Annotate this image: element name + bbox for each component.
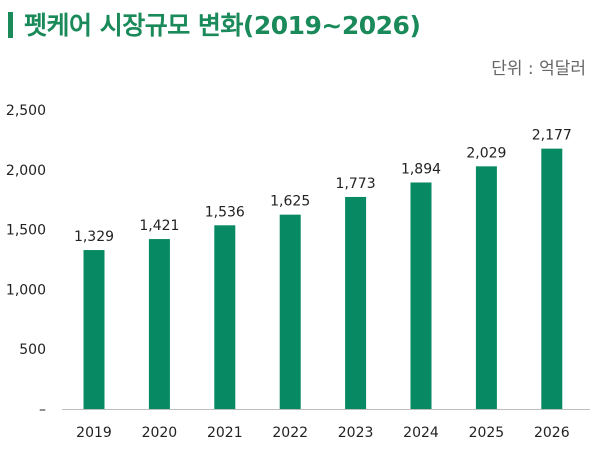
bar bbox=[214, 225, 236, 409]
bar bbox=[345, 196, 367, 409]
x-tick-label: 2025 bbox=[469, 425, 505, 441]
data-label: 1,536 bbox=[205, 204, 245, 220]
x-tick-label: 2023 bbox=[338, 425, 374, 441]
data-label: 2,029 bbox=[466, 145, 506, 161]
x-tick-label: 2026 bbox=[534, 425, 570, 441]
x-tick-label: 2022 bbox=[272, 425, 308, 441]
x-tick-label: 2024 bbox=[403, 425, 439, 441]
x-tick-label: 2021 bbox=[207, 425, 243, 441]
chart-title: 펫케어 시장규모 변화(2019~2026) bbox=[24, 11, 421, 40]
data-label: 1,329 bbox=[74, 229, 114, 245]
bar bbox=[541, 148, 563, 409]
data-label: 1,773 bbox=[336, 176, 376, 192]
y-tick-label: 2,500 bbox=[6, 103, 46, 119]
unit-label: 단위 : 억달러 bbox=[491, 59, 586, 79]
y-tick-label: 500 bbox=[19, 342, 46, 358]
y-tick-label: 1,500 bbox=[6, 223, 46, 239]
data-label: 1,894 bbox=[401, 161, 441, 177]
bar bbox=[475, 166, 497, 409]
data-label: 1,421 bbox=[139, 218, 179, 234]
bar bbox=[410, 182, 432, 409]
bar bbox=[83, 250, 105, 409]
bar bbox=[279, 214, 301, 409]
data-label: 2,177 bbox=[532, 128, 572, 144]
bar bbox=[148, 239, 170, 409]
y-tick-label: – bbox=[39, 402, 46, 418]
x-tick-label: 2019 bbox=[76, 425, 112, 441]
data-label: 1,625 bbox=[270, 194, 310, 210]
y-tick-label: 2,000 bbox=[6, 163, 46, 179]
x-tick-label: 2020 bbox=[142, 425, 178, 441]
y-tick-label: 1,000 bbox=[6, 282, 46, 298]
title-accent-bar bbox=[8, 12, 13, 38]
